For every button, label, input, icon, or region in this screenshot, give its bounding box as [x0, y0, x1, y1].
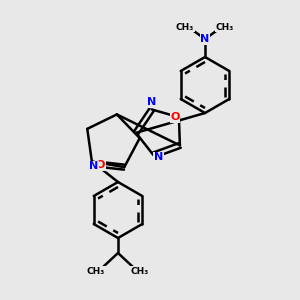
Text: N: N — [89, 161, 98, 172]
Text: N: N — [200, 34, 210, 44]
Text: N: N — [147, 98, 156, 107]
Text: O: O — [96, 160, 105, 170]
Text: CH₃: CH₃ — [87, 266, 105, 275]
Text: N: N — [154, 152, 163, 162]
Text: CH₃: CH₃ — [176, 22, 194, 32]
Text: O: O — [170, 112, 180, 122]
Text: CH₃: CH₃ — [216, 22, 234, 32]
Text: CH₃: CH₃ — [131, 266, 149, 275]
